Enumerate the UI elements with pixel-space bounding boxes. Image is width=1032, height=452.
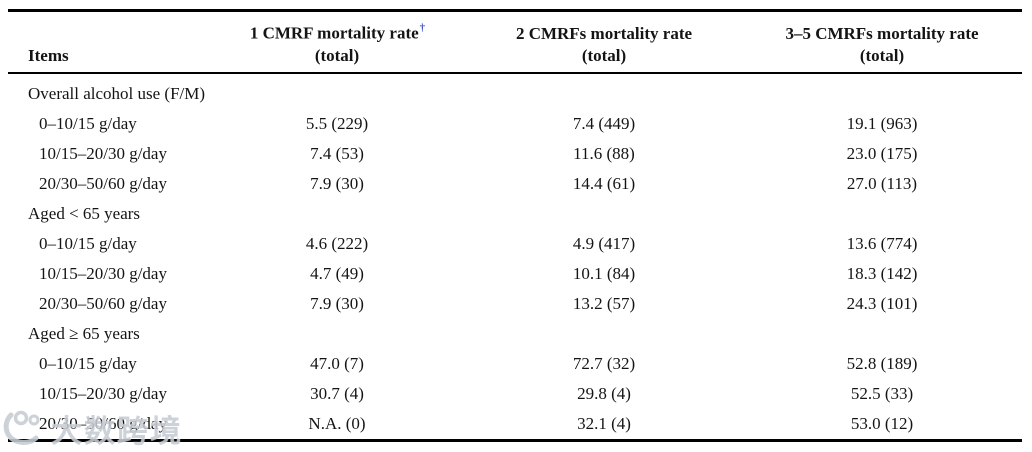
section-row-under65: Aged < 65 years	[8, 199, 1022, 229]
table-body: Overall alcohol use (F/M) 0–10/15 g/day …	[8, 73, 1022, 441]
table-row: 0–10/15 g/day 5.5 (229) 7.4 (449) 19.1 (…	[8, 109, 1022, 139]
value-cell: 7.9 (30)	[310, 293, 364, 313]
section-label: Overall alcohol use (F/M)	[28, 83, 206, 103]
table-row: 0–10/15 g/day 4.6 (222) 4.9 (417) 13.6 (…	[8, 229, 1022, 259]
value-cell: 18.3 (142)	[846, 263, 918, 283]
value-cell: 4.9 (417)	[572, 233, 636, 253]
value-cell: 52.5 (33)	[850, 383, 914, 403]
value-cell: 13.6 (774)	[846, 233, 918, 253]
value-cell: 13.2 (57)	[572, 293, 636, 313]
col-header-1cmrf-line2: (total)	[314, 45, 360, 65]
header-row: Items 1 CMRF mortality rate† (total) 2 C…	[8, 10, 1022, 74]
item-cell: 10/15–20/30 g/day	[39, 383, 167, 403]
table-row: 10/15–20/30 g/day 4.7 (49) 10.1 (84) 18.…	[8, 259, 1022, 289]
table-row: 10/15–20/30 g/day 30.7 (4) 29.8 (4) 52.5…	[8, 379, 1022, 409]
item-cell: 10/15–20/30 g/day	[39, 263, 167, 283]
section-row-overall: Overall alcohol use (F/M)	[8, 73, 1022, 109]
value-cell: 11.6 (88)	[573, 143, 635, 163]
table-row: 0–10/15 g/day 47.0 (7) 72.7 (32) 52.8 (1…	[8, 349, 1022, 379]
item-cell: 0–10/15 g/day	[39, 233, 137, 253]
table-row: 20/30–50/60 g/day 7.9 (30) 14.4 (61) 27.…	[8, 169, 1022, 199]
item-cell: 0–10/15 g/day	[39, 353, 137, 373]
col-header-1cmrf-line1: 1 CMRF mortality rate	[249, 23, 419, 43]
table-row: 20/30–50/60 g/day N.A. (0) 32.1 (4) 53.0…	[8, 409, 1022, 441]
item-cell: 20/30–50/60 g/day	[39, 293, 167, 313]
col-header-2cmrfs: 2 CMRFs mortality rate (total)	[466, 10, 742, 74]
col-header-items: Items	[8, 10, 208, 74]
table-header: Items 1 CMRF mortality rate† (total) 2 C…	[8, 10, 1022, 74]
item-cell: 20/30–50/60 g/day	[39, 413, 167, 433]
col-header-2cmrfs-line2: (total)	[581, 45, 627, 65]
value-cell: 53.0 (12)	[850, 413, 914, 433]
table-row: 20/30–50/60 g/day 7.9 (30) 13.2 (57) 24.…	[8, 289, 1022, 319]
value-cell: 29.8 (4)	[577, 383, 631, 403]
col-header-35cmrfs: 3–5 CMRFs mortality rate (total)	[742, 10, 1022, 74]
item-cell: 20/30–50/60 g/day	[39, 173, 167, 193]
table-row: 10/15–20/30 g/day 7.4 (53) 11.6 (88) 23.…	[8, 139, 1022, 169]
col-header-1cmrf: 1 CMRF mortality rate† (total)	[208, 10, 466, 74]
section-label: Aged < 65 years	[28, 203, 141, 223]
item-cell: 10/15–20/30 g/day	[39, 143, 167, 163]
value-cell: 52.8 (189)	[846, 353, 918, 373]
value-cell: 19.1 (963)	[846, 113, 918, 133]
value-cell: 27.0 (113)	[846, 173, 918, 193]
col-header-35cmrfs-line2: (total)	[859, 45, 905, 65]
value-cell: 4.7 (49)	[310, 263, 364, 283]
value-cell: 32.1 (4)	[577, 413, 631, 433]
dagger-footnote-marker: †	[419, 22, 426, 34]
mortality-table: Items 1 CMRF mortality rate† (total) 2 C…	[8, 9, 1022, 442]
value-cell: 7.4 (449)	[572, 113, 636, 133]
item-cell: 0–10/15 g/day	[39, 113, 137, 133]
value-cell: 7.9 (30)	[310, 173, 364, 193]
value-cell: 5.5 (229)	[305, 113, 369, 133]
value-cell: 24.3 (101)	[846, 293, 918, 313]
section-row-over65: Aged ≥ 65 years	[8, 319, 1022, 349]
value-cell: 4.6 (222)	[305, 233, 369, 253]
value-cell: 47.0 (7)	[310, 353, 364, 373]
value-cell: 72.7 (32)	[572, 353, 636, 373]
value-cell: 23.0 (175)	[846, 143, 918, 163]
value-cell: N.A. (0)	[308, 413, 366, 433]
col-header-2cmrfs-line1: 2 CMRFs mortality rate	[515, 23, 693, 43]
value-cell: 7.4 (53)	[310, 143, 364, 163]
section-label: Aged ≥ 65 years	[28, 323, 140, 343]
value-cell: 10.1 (84)	[572, 263, 636, 283]
value-cell: 14.4 (61)	[572, 173, 636, 193]
col-header-35cmrfs-line1: 3–5 CMRFs mortality rate	[785, 23, 979, 43]
value-cell: 30.7 (4)	[310, 383, 364, 403]
page-root: Items 1 CMRF mortality rate† (total) 2 C…	[0, 9, 1032, 449]
